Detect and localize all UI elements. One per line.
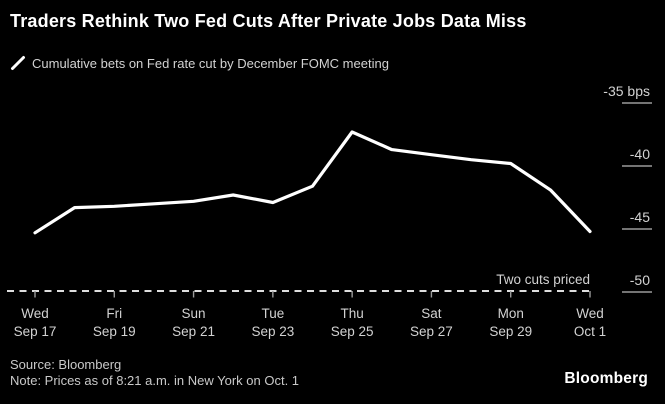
- note-text: Note: Prices as of 8:21 a.m. in New York…: [10, 372, 300, 388]
- source-text: Source: Bloomberg: [10, 357, 122, 372]
- price-line: [33, 130, 592, 235]
- x-axis-label-day: Mon: [498, 306, 524, 321]
- chart-footer: Source: Bloomberg Note: Prices as of 8:2…: [10, 357, 299, 388]
- y-axis-label: -45: [630, 209, 650, 225]
- chart-title: Traders Rethink Two Fed Cuts After Priva…: [10, 11, 527, 31]
- x-axis-label-date: Oct 1: [574, 324, 606, 339]
- line-series-slash-icon: [10, 55, 26, 71]
- x-axis-label-day: Sun: [182, 306, 206, 321]
- y-axis-label: -40: [630, 146, 650, 162]
- x-axis-label-date: Sep 29: [489, 324, 532, 339]
- chart-legend: Cumulative bets on Fed rate cut by Decem…: [10, 55, 389, 71]
- x-axis-label-date: Sep 17: [14, 324, 57, 339]
- x-axis-label-day: Fri: [106, 306, 122, 321]
- y-axis-label: -50: [630, 272, 650, 288]
- threshold-annotation: Two cuts priced: [496, 272, 590, 287]
- x-axis-label-date: Sep 23: [251, 324, 294, 339]
- x-axis-label-day: Tue: [261, 306, 284, 321]
- x-axis-label-day: Wed: [21, 306, 49, 321]
- x-axis-label-date: Sep 21: [172, 324, 215, 339]
- x-axis-label-date: Sep 19: [93, 324, 136, 339]
- x-axis-label-date: Sep 27: [410, 324, 453, 339]
- x-axis-label-day: Wed: [576, 306, 604, 321]
- x-axis-label-day: Sat: [421, 306, 442, 321]
- bloomberg-logo: Bloomberg: [564, 370, 648, 387]
- x-axis-label-day: Thu: [341, 306, 364, 321]
- y-axis-label: -35 bps: [603, 83, 650, 99]
- chart-subtitle: Cumulative bets on Fed rate cut by Decem…: [32, 55, 389, 71]
- x-axis-label-date: Sep 25: [331, 324, 374, 339]
